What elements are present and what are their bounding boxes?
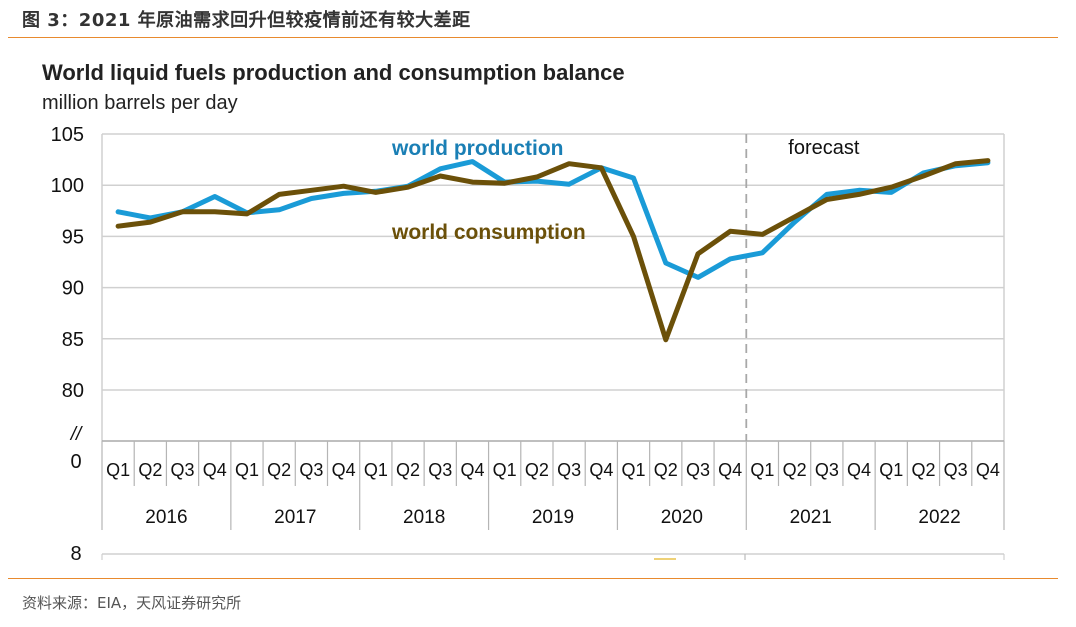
y-tick-label-partial: 8 <box>70 543 81 565</box>
chart-title: World liquid fuels production and consum… <box>42 60 625 85</box>
series-labels: world production world consumption <box>391 137 586 244</box>
y-tick-label: 95 <box>62 226 84 248</box>
x-tick-year: 2019 <box>532 507 574 528</box>
x-tick-quarter: Q3 <box>428 460 452 480</box>
y-tick-label: 80 <box>62 380 84 402</box>
series-line-world-production <box>115 159 991 280</box>
x-tick-year: 2020 <box>661 507 703 528</box>
y-tick-label: 105 <box>51 124 84 146</box>
x-tick-quarter: Q2 <box>138 460 162 480</box>
x-tick-quarter: Q1 <box>493 460 517 480</box>
y-tick-label: 85 <box>62 329 84 351</box>
gridlines <box>101 133 1005 560</box>
x-tick-quarter: Q3 <box>944 460 968 480</box>
axis-break-mark: // <box>69 424 83 445</box>
source-note: 资料来源：EIA，天风证券研究所 <box>22 594 242 612</box>
x-tick-quarter: Q4 <box>203 460 227 480</box>
y-tick-label: 100 <box>51 175 84 197</box>
x-tick-quarter: Q4 <box>718 460 742 480</box>
x-tick-quarter: Q2 <box>267 460 291 480</box>
series-lines <box>115 158 991 343</box>
x-tick-quarter: Q2 <box>396 460 420 480</box>
x-tick-quarter: Q2 <box>654 460 678 480</box>
x-tick-year: 2021 <box>790 507 832 528</box>
x-tick-quarter: Q4 <box>589 460 613 480</box>
x-tick-year: 2018 <box>403 507 445 528</box>
y-tick-zero: 0 <box>70 451 81 473</box>
x-tick-quarter: Q1 <box>879 460 903 480</box>
forecast-divider: forecast <box>745 134 860 441</box>
x-axis: Q1 Q2 Q3 Q4 Q1 Q2 Q3 Q4 Q1 Q2 Q3 Q4 Q1 Q2 Q3 Q4 Q1 Q2 Q3 Q4… <box>101 440 1005 530</box>
x-tick-quarter: Q4 <box>332 460 356 480</box>
x-tick-quarter: Q1 <box>750 460 774 480</box>
x-tick-year: 2016 <box>145 507 187 528</box>
series-line-world-consumption <box>115 158 991 343</box>
x-tick-quarter: Q1 <box>364 460 388 480</box>
x-tick-quarter: Q4 <box>976 460 1000 480</box>
x-tick-quarter: Q3 <box>299 460 323 480</box>
x-tick-quarter: Q1 <box>622 460 646 480</box>
y-axis-ticks: 105 100 95 90 85 80 // 0 8 <box>51 124 84 565</box>
x-tick-quarter: Q4 <box>460 460 484 480</box>
y-tick-label: 90 <box>62 278 84 300</box>
x-tick-quarter: Q2 <box>783 460 807 480</box>
figure-caption: 图 3：2021 年原油需求回升但较疫情前还有较大差距 <box>22 10 471 31</box>
x-tick-quarter: Q3 <box>171 460 195 480</box>
forecast-label: forecast <box>788 137 860 159</box>
x-tick-quarter: Q3 <box>686 460 710 480</box>
x-tick-quarter: Q2 <box>911 460 935 480</box>
x-tick-quarter: Q1 <box>106 460 130 480</box>
chart-subtitle: million barrels per day <box>42 92 238 114</box>
x-tick-year: 2022 <box>918 507 960 528</box>
source-divider <box>8 578 1058 579</box>
x-tick-quarter: Q3 <box>557 460 581 480</box>
x-tick-quarter: Q2 <box>525 460 549 480</box>
series-label-world-consumption: world consumption <box>391 221 586 244</box>
series-label-world-production: world production <box>391 137 563 160</box>
x-tick-year: 2017 <box>274 507 316 528</box>
x-tick-quarter: Q1 <box>235 460 259 480</box>
x-tick-quarter: Q3 <box>815 460 839 480</box>
x-tick-quarter: Q4 <box>847 460 871 480</box>
caption-divider <box>8 37 1058 38</box>
